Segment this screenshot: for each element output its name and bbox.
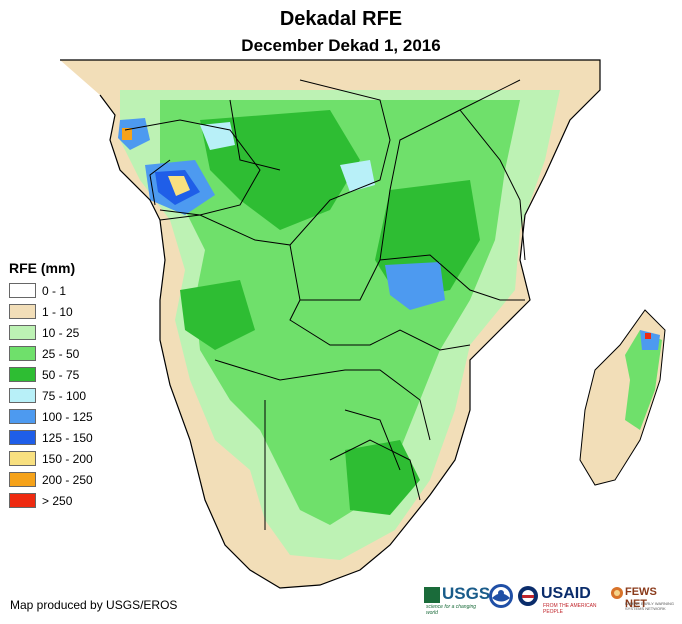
- rain-zone-75-100: [340, 160, 375, 192]
- logo-strip: USGS science for a changing world USAID …: [424, 583, 676, 616]
- fews-globe-icon: [611, 587, 623, 599]
- legend-label: 100 - 125: [42, 409, 93, 424]
- legend-item: 10 - 25: [9, 322, 93, 343]
- usaid-logo: USAID FROM THE AMERICAN PEOPLE: [517, 583, 607, 615]
- rain-zone-100-125: [118, 118, 150, 150]
- legend-swatch: [9, 346, 36, 361]
- usaid-logo-text: USAID: [541, 585, 591, 602]
- legend-item: 150 - 200: [9, 448, 93, 469]
- rain-zone-200-250: [122, 128, 132, 140]
- legend-label: 75 - 100: [42, 388, 87, 403]
- rain-zone-50-75: [345, 440, 420, 515]
- rain-zone-150-200: [168, 176, 190, 196]
- legend-label: 1 - 10: [42, 304, 73, 319]
- legend-swatch: [9, 430, 36, 445]
- usaid-seal-icon: [518, 586, 538, 606]
- map-title: Dekadal RFE: [279, 8, 403, 30]
- usgs-logo: USGS science for a changing world: [424, 583, 490, 616]
- map-subtitle: December Dekad 1, 2016: [241, 36, 441, 55]
- legend-item: 75 - 100: [9, 385, 93, 406]
- legend-swatch: [9, 325, 36, 340]
- africa-outline: [60, 59, 601, 589]
- rain-zone-50-75: [180, 280, 255, 350]
- legend-label: 25 - 50: [42, 346, 80, 361]
- legend-item: 125 - 150: [9, 427, 93, 448]
- legend-item: 25 - 50: [9, 343, 93, 364]
- usgs-logo-text: USGS: [442, 584, 491, 603]
- usaid-tagline: FROM THE AMERICAN PEOPLE: [543, 603, 597, 615]
- map-credit: Map produced by USGS/EROS: [10, 598, 178, 612]
- noaa-seal-icon: [489, 584, 513, 608]
- madagascar-extreme-rain: [645, 333, 651, 339]
- fews-net-logo: FEWS NET FAMINE EARLY WARNING SYSTEMS NE…: [610, 583, 676, 611]
- legend-item: 0 - 1: [9, 280, 93, 301]
- legend-swatch: [9, 472, 36, 487]
- legend-label: > 250: [42, 493, 73, 508]
- legend-label: 50 - 75: [42, 367, 80, 382]
- legend-swatch: [9, 388, 36, 403]
- legend-label: 0 - 1: [42, 283, 67, 298]
- usgs-mark-icon: [424, 587, 440, 603]
- legend-item: 200 - 250: [9, 469, 93, 490]
- noaa-logo: [488, 583, 514, 609]
- country-borders: [124, 79, 526, 530]
- legend-swatch: [9, 304, 36, 319]
- legend-swatch: [9, 493, 36, 508]
- legend-label: 200 - 250: [42, 472, 93, 487]
- legend-item: 100 - 125: [9, 406, 93, 427]
- madagascar-rain: [625, 330, 662, 430]
- fews-tagline: FAMINE EARLY WARNING SYSTEMS NETWORK: [625, 601, 675, 611]
- legend-title: RFE (mm): [9, 260, 76, 276]
- legend-item: 1 - 10: [9, 301, 93, 322]
- legend-swatch: [9, 367, 36, 382]
- legend-swatch: [9, 451, 36, 466]
- legend-label: 150 - 200: [42, 451, 93, 466]
- legend-label: 10 - 25: [42, 325, 80, 340]
- usgs-tagline: science for a changing world: [426, 604, 477, 616]
- legend-swatch: [9, 409, 36, 424]
- rain-zone-100-125: [385, 262, 445, 310]
- legend-swatch: [9, 283, 36, 298]
- legend-label: 125 - 150: [42, 430, 93, 445]
- legend: RFE (mm) 0 - 1 1 - 10 10 - 25 25 - 50 50…: [9, 260, 93, 511]
- legend-item: > 250: [9, 490, 93, 511]
- fews-logo-text: FEWS NET: [625, 586, 657, 610]
- madagascar-outline: [579, 309, 666, 486]
- legend-item: 50 - 75: [9, 364, 93, 385]
